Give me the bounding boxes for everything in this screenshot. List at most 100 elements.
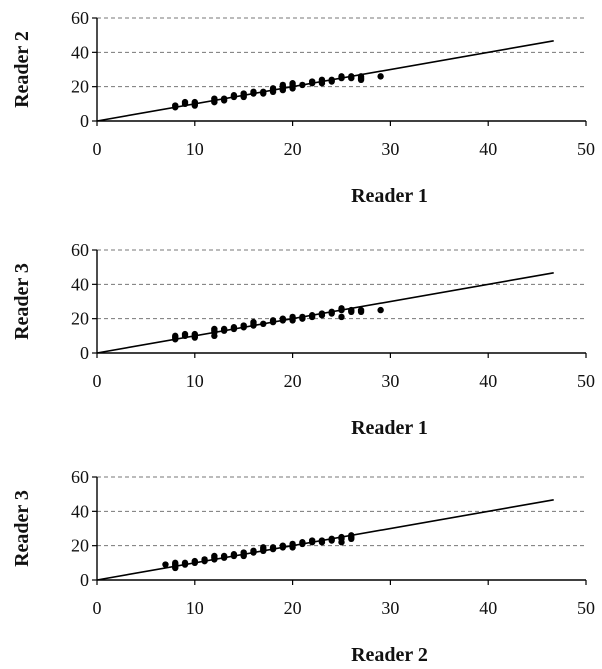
y-axis-label: Reader 2 <box>11 31 33 108</box>
data-point <box>191 557 198 565</box>
x-tick-label: 20 <box>284 371 302 391</box>
identity-line <box>96 499 554 581</box>
y-axis-label: Reader 3 <box>11 490 33 567</box>
data-point <box>230 92 238 99</box>
identity-line <box>96 272 554 354</box>
data-point <box>279 315 287 322</box>
data-point <box>299 313 306 321</box>
data-point <box>348 532 355 539</box>
data-point <box>299 539 306 546</box>
data-point <box>328 76 335 84</box>
y-tick-label: 0 <box>80 570 89 590</box>
y-tick-label: 20 <box>71 77 89 97</box>
x-tick-label: 20 <box>284 139 302 159</box>
data-point <box>220 325 228 333</box>
data-point <box>230 551 238 558</box>
data-point <box>172 102 179 109</box>
data-point <box>318 76 326 84</box>
data-point <box>279 81 287 89</box>
data-point <box>211 325 218 333</box>
data-point <box>357 73 365 80</box>
data-point <box>269 317 277 324</box>
data-point <box>377 306 384 314</box>
data-point <box>318 537 326 544</box>
x-axis-label: Reader 1 <box>351 185 428 207</box>
x-tick-label: 40 <box>479 371 497 391</box>
x-axis-label: Reader 2 <box>351 644 428 666</box>
data-point <box>338 313 345 321</box>
data-point <box>181 330 189 338</box>
x-tick-label: 10 <box>186 598 204 618</box>
x-tick-label: 10 <box>186 371 204 391</box>
y-tick-label: 0 <box>80 111 89 131</box>
x-tick-label: 0 <box>93 139 102 159</box>
data-point <box>250 547 257 555</box>
chart-panel-2: 0 20 40 60 0 10 20 30 40 50 Reader 1 Reader 3 <box>11 240 595 439</box>
data-point <box>308 537 316 544</box>
data-point <box>377 73 384 80</box>
identity-line <box>96 40 554 122</box>
data-point <box>240 322 247 329</box>
data-point <box>308 78 316 85</box>
y-tick-label: 40 <box>71 501 89 521</box>
data-point <box>279 542 287 549</box>
y-tick-label: 60 <box>71 467 89 487</box>
y-tick-label: 20 <box>71 536 89 556</box>
data-point <box>181 98 189 106</box>
x-tick-label: 50 <box>577 371 595 391</box>
y-tick-label: 40 <box>71 42 89 62</box>
data-point <box>338 305 345 312</box>
data-point <box>201 556 208 563</box>
x-tick-label: 30 <box>381 371 399 391</box>
y-tick-label: 60 <box>71 8 89 28</box>
data-point <box>260 320 267 328</box>
data-point <box>328 308 335 315</box>
data-point <box>191 330 198 338</box>
x-tick-label: 20 <box>284 598 302 618</box>
data-point <box>289 540 296 548</box>
data-point <box>211 552 218 560</box>
x-tick-label: 40 <box>479 139 497 159</box>
x-tick-label: 10 <box>186 139 204 159</box>
data-point <box>357 306 365 314</box>
data-point <box>269 544 277 551</box>
data-point <box>269 85 277 92</box>
y-tick-label: 40 <box>71 274 89 294</box>
data-point <box>289 80 296 87</box>
data-point <box>318 310 326 317</box>
data-point <box>348 306 355 314</box>
y-tick-label: 20 <box>71 309 89 329</box>
data-point <box>308 312 316 319</box>
y-tick-label: 0 <box>80 343 89 363</box>
data-point <box>211 95 218 102</box>
data-point <box>250 318 257 326</box>
data-point <box>162 561 169 568</box>
data-point <box>240 549 247 556</box>
y-axis-label: Reader 3 <box>11 263 33 340</box>
chart-panel-1: 0 20 40 60 0 10 20 30 40 50 Reader 1 Reader 2 <box>11 8 595 207</box>
data-point <box>338 533 345 541</box>
data-point <box>181 559 189 567</box>
data-point <box>230 324 238 331</box>
data-point <box>220 95 228 102</box>
data-point <box>299 81 306 89</box>
data-point <box>250 88 257 96</box>
x-tick-label: 50 <box>577 139 595 159</box>
data-point <box>328 535 335 542</box>
data-point <box>172 559 179 567</box>
x-tick-label: 0 <box>93 371 102 391</box>
data-point <box>191 98 198 106</box>
data-point <box>172 332 179 340</box>
x-tick-label: 50 <box>577 598 595 618</box>
data-point <box>260 544 267 551</box>
data-point <box>240 90 247 97</box>
data-point <box>220 552 228 560</box>
x-tick-label: 30 <box>381 598 399 618</box>
data-point <box>348 73 355 80</box>
data-point <box>289 313 296 321</box>
x-axis-label: Reader 1 <box>351 417 428 439</box>
data-point <box>338 73 345 80</box>
x-tick-label: 0 <box>93 598 102 618</box>
data-point <box>260 88 267 96</box>
